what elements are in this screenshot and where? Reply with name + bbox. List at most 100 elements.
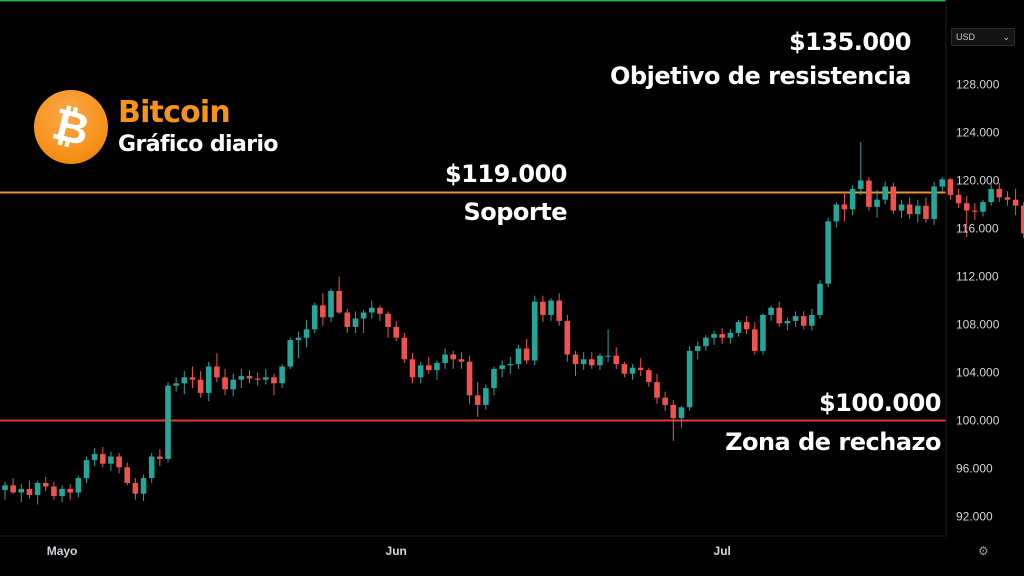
candle-body [409, 359, 416, 378]
candle [752, 322, 758, 355]
candle [703, 335, 709, 351]
support-price-label: $119.000 [444, 160, 568, 188]
y-tick-label: 92.000 [956, 510, 993, 524]
x-tick-label: Jun [386, 544, 407, 558]
candle-body [466, 361, 473, 396]
candle [825, 217, 831, 288]
candle [10, 478, 16, 494]
candle-body [572, 354, 579, 365]
candle-body [42, 482, 49, 487]
candle [320, 293, 326, 326]
candle [238, 368, 245, 389]
candle [230, 373, 236, 397]
candle [1004, 191, 1011, 206]
candle [401, 332, 408, 363]
candle [637, 358, 644, 377]
candle-body [442, 354, 448, 363]
candle-body [10, 485, 16, 493]
candle-body [51, 486, 57, 497]
candle-body [678, 407, 685, 419]
candle [523, 338, 530, 365]
resistance-price-label: $135.000 [788, 28, 912, 56]
candle-body [124, 467, 131, 483]
candle-body [890, 186, 897, 211]
candle-body [784, 320, 791, 324]
candle-body [809, 314, 815, 326]
currency-selector[interactable]: USD ⌄ [951, 28, 1015, 46]
y-tick-label: 108.000 [956, 318, 1000, 332]
candle [996, 182, 1003, 203]
candle [589, 352, 595, 369]
candle-body [915, 205, 921, 215]
candle-body [100, 454, 106, 464]
candle-body [157, 456, 163, 459]
candle-body [629, 367, 636, 374]
candle-body [205, 366, 212, 393]
candle-body [719, 334, 725, 338]
candle [157, 449, 163, 467]
x-tick-label: Jul [714, 544, 731, 558]
candle [939, 176, 946, 192]
candle-body [197, 379, 204, 393]
candle-body [254, 378, 261, 380]
candle-body [882, 186, 888, 200]
candle-body [898, 204, 905, 211]
candle [100, 446, 106, 468]
candle-body [906, 204, 913, 215]
candle [124, 462, 131, 486]
candle [197, 371, 204, 398]
candle [303, 319, 310, 348]
candle [51, 481, 57, 500]
candle-body [556, 300, 562, 321]
candle [548, 298, 554, 321]
candle [393, 320, 399, 342]
y-tick-label: 128.000 [956, 78, 1000, 92]
candle-body [214, 366, 220, 378]
candle [906, 197, 913, 219]
candle [279, 364, 285, 389]
candle [336, 276, 342, 314]
candle-body [230, 379, 236, 390]
currency-value: USD [956, 32, 976, 42]
candle-body [426, 365, 432, 371]
candle [352, 311, 359, 333]
candle-body [148, 456, 155, 479]
candle [572, 350, 579, 377]
candle [42, 476, 49, 492]
candle [531, 295, 538, 366]
candle [132, 478, 139, 500]
candle-body [132, 482, 139, 494]
candle-body [26, 488, 33, 495]
candle [890, 182, 897, 215]
candle-body [776, 307, 783, 324]
candle [817, 280, 823, 319]
candle [91, 448, 98, 467]
candle [694, 341, 701, 360]
candle-body [295, 337, 302, 341]
candle [947, 178, 954, 200]
candle [507, 356, 514, 374]
candle [205, 361, 212, 402]
bitcoin-icon: ₿ [26, 82, 116, 172]
candle [83, 456, 90, 483]
candle-body [564, 320, 571, 355]
candle [898, 199, 905, 218]
candle-body [621, 364, 628, 374]
candle [214, 353, 220, 383]
candle [67, 484, 73, 500]
candle-body [507, 364, 514, 366]
candle [670, 400, 677, 441]
candle [2, 481, 8, 500]
candle-body [1004, 197, 1011, 200]
candle-body [75, 478, 82, 493]
y-tick-label: 100.000 [956, 414, 1000, 428]
candle-body [189, 377, 196, 380]
candle-body [2, 485, 8, 491]
candle-body [955, 194, 962, 204]
candle [809, 308, 815, 331]
candle [271, 373, 277, 396]
candle [963, 196, 970, 237]
candle [295, 331, 302, 359]
gear-icon[interactable]: ⚙ [978, 544, 989, 558]
